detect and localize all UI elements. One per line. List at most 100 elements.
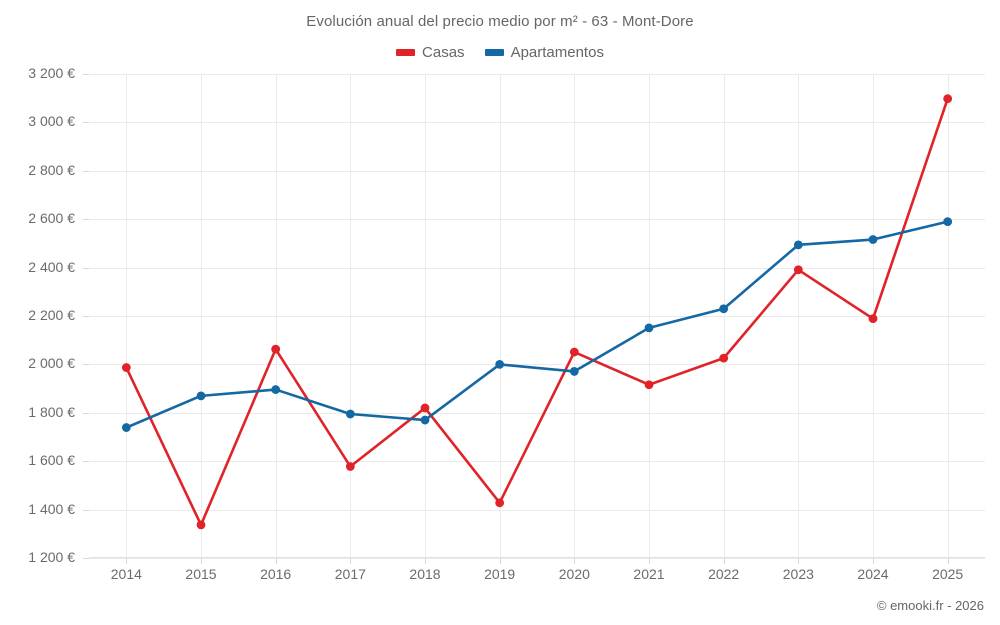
gridline-x-2020 [574, 74, 576, 558]
y-tick-2000 [83, 364, 89, 366]
y-axis-label-2000: 2 000 € [28, 355, 75, 372]
x-tick-2017 [350, 558, 352, 564]
data-point-apartamentos-2019[interactable] [495, 360, 505, 369]
x-tick-2023 [798, 558, 800, 564]
chart-legend: Casas Apartamentos [0, 44, 1000, 61]
data-point-casas-2019[interactable] [495, 498, 505, 508]
y-axis-label-1800: 1 800 € [28, 403, 75, 420]
x-tick-2022 [723, 558, 725, 564]
y-tick-2200 [83, 316, 89, 317]
chart-title: Evolución anual del precio medio por m² … [306, 13, 694, 30]
data-point-casas-2020[interactable] [569, 347, 579, 357]
gridline-y-1200 [89, 558, 985, 559]
data-point-apartamentos-2015[interactable] [196, 391, 206, 401]
x-axis-label-2019: 2019 [484, 566, 516, 582]
x-tick-2024 [873, 558, 874, 564]
data-point-apartamentos-2014[interactable] [121, 423, 131, 432]
y-axis-label-3000: 3 000 € [28, 113, 75, 130]
gridline-x-2018 [425, 74, 426, 558]
data-point-apartamentos-2022[interactable] [719, 304, 729, 314]
y-axis-label-1200: 1 200 € [28, 549, 75, 565]
data-point-apartamentos-2016[interactable] [271, 385, 281, 394]
data-point-casas-2025[interactable] [943, 94, 953, 104]
y-axis-label-1400: 1 400 € [28, 500, 75, 517]
data-point-casas-2024[interactable] [868, 314, 878, 324]
plot-area [83, 74, 985, 564]
gridline-y-2000 [89, 364, 985, 366]
x-axis-label-2022: 2022 [708, 566, 740, 582]
gridline-x-2019 [499, 74, 501, 558]
y-tick-1400 [83, 509, 89, 511]
data-point-apartamentos-2018[interactable] [420, 415, 430, 425]
gridline-y-2800 [89, 170, 985, 172]
gridline-x-2021 [649, 74, 650, 558]
gridline-y-2200 [89, 316, 985, 317]
gridline-y-1400 [89, 509, 985, 511]
data-point-casas-2015[interactable] [196, 520, 206, 530]
x-tick-2021 [649, 558, 650, 564]
data-point-apartamentos-2023[interactable] [793, 240, 803, 250]
y-axis-label-2600: 2 600 € [28, 210, 75, 227]
gridline-x-2016 [275, 74, 277, 558]
series-line-apartamentos [125, 220, 949, 429]
x-axis-label-2021: 2021 [633, 566, 665, 582]
footer-credit: © emooki.fr - 2026 [876, 598, 984, 613]
x-axis-label-2018: 2018 [409, 566, 441, 582]
data-point-apartamentos-2020[interactable] [569, 367, 579, 376]
x-tick-2015 [201, 558, 202, 564]
data-point-casas-2022[interactable] [719, 353, 729, 363]
y-axis-label-2200: 2 200 € [28, 307, 75, 323]
legend-swatch-casas [396, 49, 416, 56]
gridline-x-2023 [798, 74, 800, 558]
gridline-y-2600 [89, 219, 985, 221]
x-axis-label-2017: 2017 [334, 566, 366, 582]
x-tick-2016 [275, 558, 277, 564]
x-tick-2019 [499, 558, 501, 564]
gridline-x-2022 [723, 74, 725, 558]
gridline-y-1800 [89, 412, 985, 414]
data-point-apartamentos-2021[interactable] [644, 323, 654, 333]
data-point-casas-2016[interactable] [271, 344, 281, 354]
y-tick-2800 [83, 170, 89, 172]
x-axis-label-2024: 2024 [857, 566, 889, 582]
gridline-x-2015 [201, 74, 202, 558]
data-point-casas-2023[interactable] [793, 265, 803, 275]
x-tick-2025 [947, 558, 949, 564]
gridline-y-1600 [89, 461, 985, 463]
x-tick-2014 [126, 558, 128, 564]
legend-item-casas[interactable]: Casas [396, 44, 465, 61]
y-axis-label-2800: 2 800 € [28, 161, 75, 178]
y-tick-2600 [83, 219, 89, 221]
gridline-x-2014 [126, 74, 128, 558]
x-tick-2020 [574, 558, 576, 564]
y-tick-1200 [83, 558, 89, 559]
data-point-casas-2017[interactable] [345, 462, 355, 471]
data-point-casas-2018[interactable] [420, 403, 430, 413]
y-axis-label-1600: 1 600 € [28, 452, 75, 469]
x-tick-2018 [425, 558, 426, 564]
y-tick-1600 [83, 461, 89, 463]
data-point-apartamentos-2025[interactable] [943, 217, 953, 227]
series-layer [121, 94, 953, 530]
gridline-x-2017 [350, 74, 352, 558]
data-point-apartamentos-2017[interactable] [345, 409, 355, 419]
data-point-apartamentos-2024[interactable] [868, 235, 878, 244]
x-axis-label-2014: 2014 [110, 566, 142, 582]
gridline-x-2025 [947, 74, 949, 558]
legend-label-casas: Casas [422, 44, 465, 61]
x-axis-label-2015: 2015 [185, 566, 217, 582]
y-tick-1800 [83, 412, 89, 414]
legend-swatch-apartamentos [484, 49, 504, 56]
legend-label-apartamentos: Apartamentos [510, 44, 604, 61]
gridline-y-3000 [89, 122, 985, 124]
gridline-y-3200 [89, 74, 985, 75]
x-axis-line [89, 557, 985, 558]
data-point-casas-2014[interactable] [121, 363, 131, 372]
legend-item-apartamentos[interactable]: Apartamentos [484, 44, 604, 61]
x-axis-label-2020: 2020 [558, 566, 590, 582]
y-axis-label-3200: 3 200 € [28, 65, 75, 81]
x-axis-label-2023: 2023 [782, 566, 814, 582]
data-point-casas-2021[interactable] [644, 380, 654, 390]
series-line-casas [125, 97, 949, 527]
